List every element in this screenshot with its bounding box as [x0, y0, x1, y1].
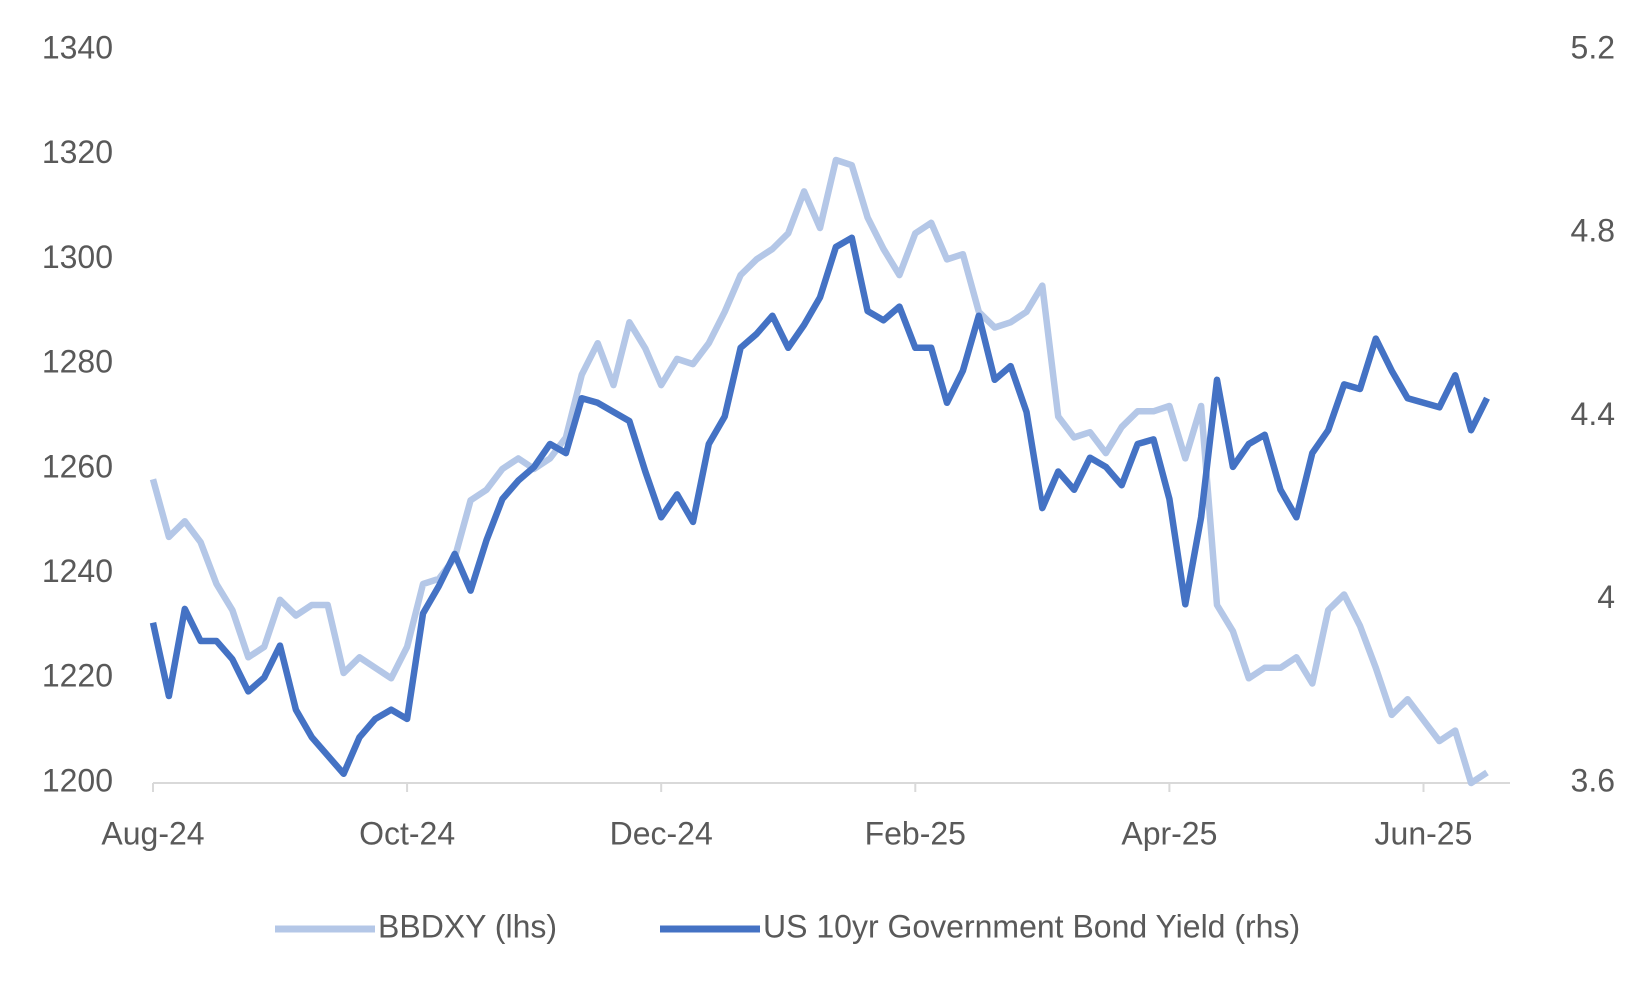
x-tick-label: Feb-25 [865, 815, 966, 851]
y-tick-label: 1340 [42, 29, 113, 65]
y2-tick-label: 4 [1597, 579, 1615, 615]
y2-tick-label: 4.4 [1571, 396, 1615, 432]
legend-label: BBDXY (lhs) [378, 908, 557, 944]
y2-tick-label: 3.6 [1571, 762, 1615, 798]
x-tick-label: Apr-25 [1121, 815, 1217, 851]
x-tick-label: Dec-24 [610, 815, 713, 851]
legend-label: US 10yr Government Bond Yield (rhs) [763, 908, 1300, 944]
y-tick-label: 1220 [42, 658, 113, 694]
series-line [149, 156, 1489, 787]
y2-tick-label: 4.8 [1571, 213, 1615, 249]
y-tick-label: 1320 [42, 134, 113, 170]
y-tick-label: 1300 [42, 239, 113, 275]
y-tick-label: 1280 [42, 344, 113, 380]
y-tick-label: 1240 [42, 553, 113, 589]
y-tick-label: 1260 [42, 448, 113, 484]
x-tick-label: Jun-25 [1375, 815, 1473, 851]
x-tick-label: Aug-24 [101, 815, 204, 851]
y2-tick-label: 5.2 [1571, 29, 1615, 65]
series-line [149, 234, 1490, 778]
x-tick-label: Oct-24 [359, 815, 455, 851]
y-tick-label: 1200 [42, 762, 113, 798]
